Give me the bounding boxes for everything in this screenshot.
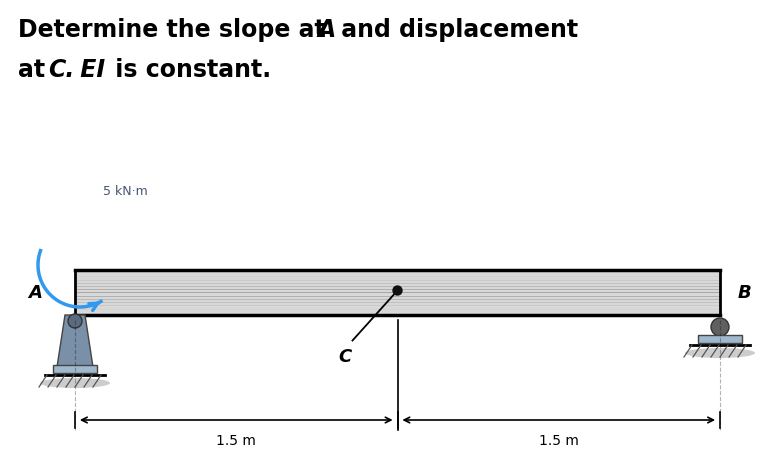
- Text: A: A: [28, 284, 42, 301]
- Bar: [53, 365, 97, 373]
- Text: 1.5 m: 1.5 m: [538, 434, 578, 448]
- Bar: [698, 335, 742, 343]
- Text: B: B: [738, 284, 752, 301]
- Circle shape: [393, 286, 402, 295]
- Text: 5 kN·m: 5 kN·m: [103, 185, 148, 198]
- Text: is constant.: is constant.: [107, 58, 271, 82]
- Polygon shape: [57, 315, 93, 367]
- Text: C.: C.: [48, 58, 74, 82]
- Text: A: A: [318, 18, 336, 42]
- Circle shape: [711, 318, 729, 336]
- Text: EI: EI: [72, 58, 105, 82]
- Text: C: C: [338, 348, 351, 366]
- Text: Determine the slope at: Determine the slope at: [18, 18, 334, 42]
- Text: and displacement: and displacement: [333, 18, 578, 42]
- Text: 1.5 m: 1.5 m: [216, 434, 256, 448]
- Ellipse shape: [40, 378, 110, 388]
- Bar: [75, 270, 720, 315]
- Text: at: at: [18, 58, 54, 82]
- Ellipse shape: [685, 348, 755, 358]
- Circle shape: [68, 314, 82, 328]
